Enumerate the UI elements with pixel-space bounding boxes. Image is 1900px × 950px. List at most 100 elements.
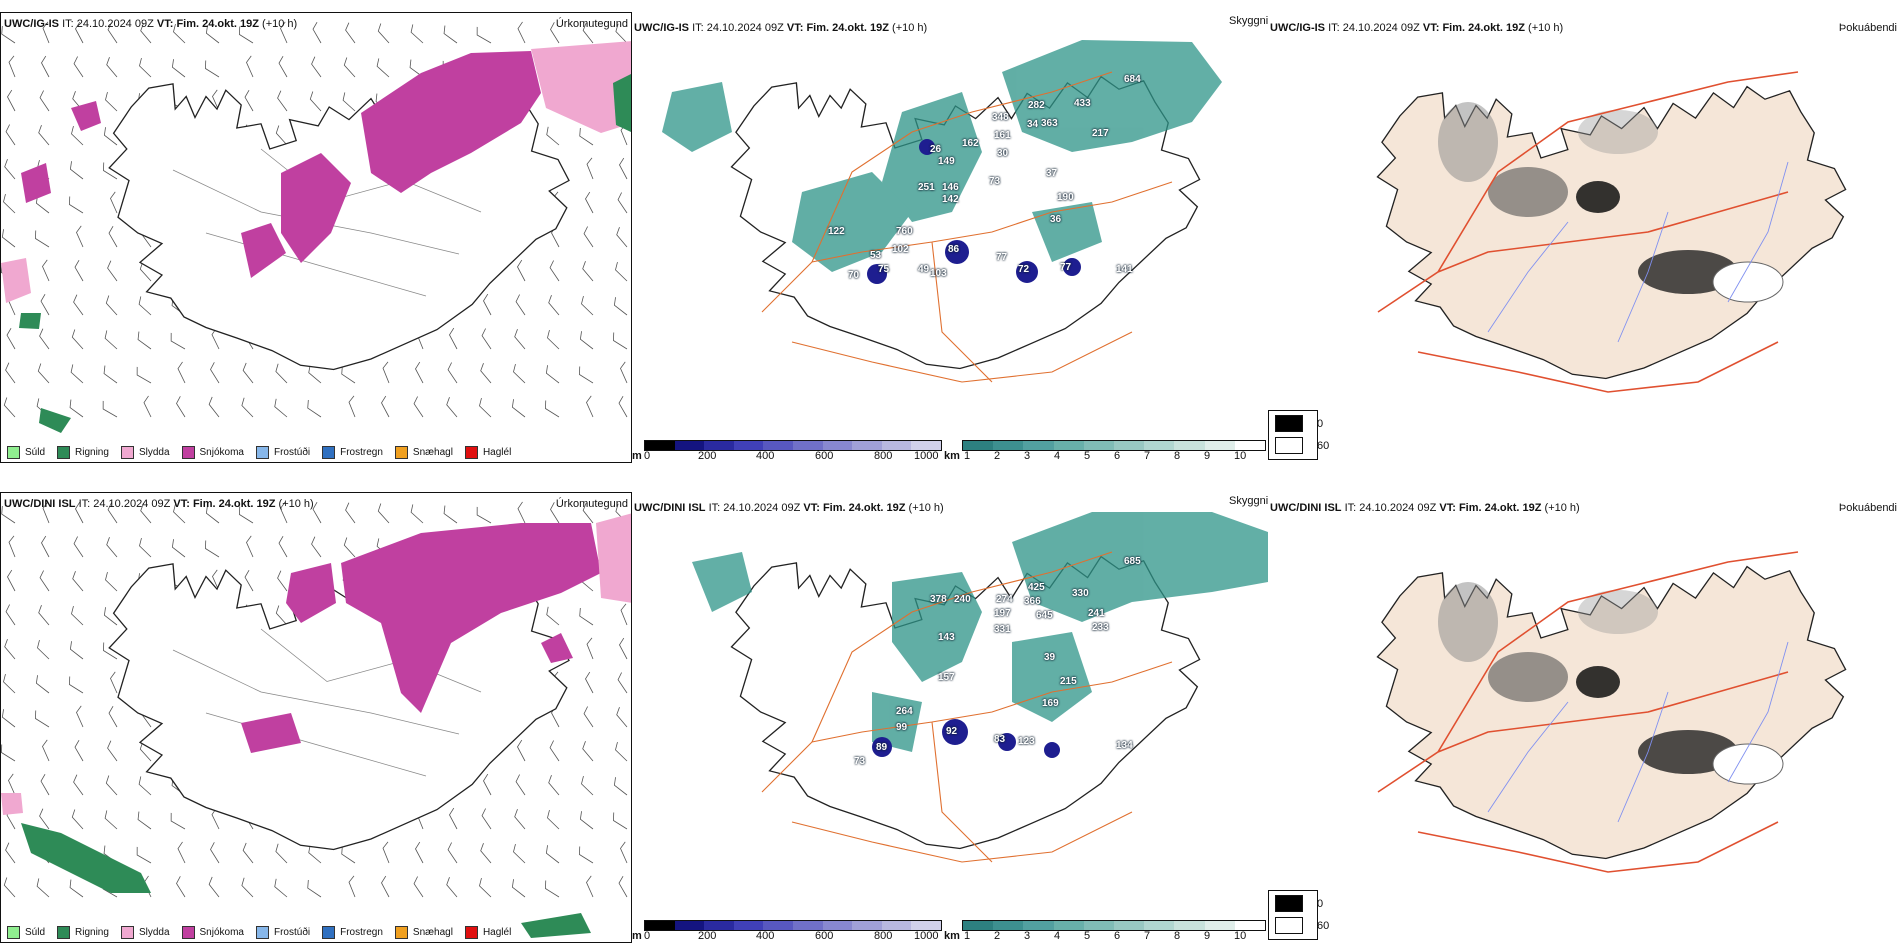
legend-item: Frostregn <box>322 446 383 459</box>
wind-barb <box>176 876 186 898</box>
wind-barb <box>69 196 84 214</box>
wind-barb <box>586 395 594 418</box>
wind-barb <box>579 846 594 864</box>
wind-barb <box>613 777 628 796</box>
legend-swatch <box>57 926 71 939</box>
wind-barb <box>75 21 84 44</box>
wind-barb <box>108 705 118 728</box>
wind-barb <box>277 570 288 592</box>
wind-barb <box>5 842 16 864</box>
colorbar-tick: 10 <box>1234 450 1247 462</box>
wind-barb <box>618 875 628 898</box>
wind-barb <box>308 364 322 384</box>
wind-barb <box>620 361 628 384</box>
wind-barb <box>143 395 152 418</box>
wind-barb <box>5 362 16 384</box>
map-label: 53 <box>870 250 882 261</box>
colorbar-tick: 0 <box>644 930 651 942</box>
visibility-colorbar: km 1 2 3 4 5 6 7 8 9 10 <box>944 440 1266 462</box>
low-visibility <box>692 512 1268 752</box>
wind-barb <box>275 125 288 146</box>
wind-barb <box>480 843 492 864</box>
wind-barb <box>481 328 492 350</box>
colorbar-tick: 4 <box>1054 930 1061 942</box>
wind-barb <box>171 539 186 558</box>
wind-barb <box>341 365 356 384</box>
wind-barb <box>581 295 594 316</box>
map-label: 366 <box>1024 596 1041 607</box>
wind-barb <box>212 89 220 112</box>
wind-barb <box>616 707 628 728</box>
colorbar-tick: 10 <box>1234 930 1247 942</box>
wind-barb <box>170 332 186 350</box>
wind-barb <box>275 843 288 864</box>
wind-barb <box>278 535 288 558</box>
map-label: 162 <box>962 138 979 149</box>
wind-barb <box>517 259 526 282</box>
map-label: 241 <box>1088 608 1105 619</box>
colorbar-tick: 5 <box>1084 450 1091 462</box>
wind-barb <box>274 878 288 898</box>
fog-panel-row1: UWC/IG-IS IT: 24.10.2024 09Z VT: Fim. 24… <box>1268 12 1900 463</box>
wind-barb <box>37 363 50 384</box>
legend-swatch <box>322 926 336 939</box>
map-label: 123 <box>1018 736 1035 747</box>
wind-barb <box>1 229 16 248</box>
colorbar-tick: 400 <box>756 450 775 462</box>
legend-item: Slydda <box>120 446 170 459</box>
wind-barb <box>376 58 390 78</box>
wind-barb <box>377 503 390 524</box>
panel-header: UWC/IG-IS IT: 24.10.2024 09Z VT: Fim. 24… <box>4 18 298 30</box>
wind-barb <box>446 397 458 418</box>
snow-areas <box>21 51 541 278</box>
wind-barb <box>8 55 16 78</box>
map-label: 161 <box>994 130 1011 141</box>
wind-barb <box>545 845 560 864</box>
legend-swatch <box>181 446 195 459</box>
wind-barb <box>341 845 356 864</box>
map-label: 251 <box>918 182 935 193</box>
panel-title: Skyggni <box>1229 495 1268 507</box>
map-label: 348 <box>992 112 1009 123</box>
wind-barb <box>102 400 118 418</box>
cloudbase-colorbar: m 0 200 400 600 800 1000 <box>632 440 942 462</box>
wind-barb <box>110 191 118 214</box>
map-label: 240 <box>954 594 971 605</box>
wind-barb <box>620 841 628 864</box>
cloudbase-colorbar: m 0 200 400 600 800 1000 <box>632 920 942 942</box>
colorbar-tick: 400 <box>756 930 775 942</box>
map-label: 73 <box>854 756 866 767</box>
wind-barb <box>481 808 492 830</box>
map-label: 37 <box>1046 168 1058 179</box>
wind-barb <box>619 157 628 180</box>
map-label: 73 <box>989 176 1001 187</box>
wind-barb <box>242 362 254 384</box>
legend-item: Snjókoma <box>181 926 244 939</box>
wind-barb <box>8 535 16 558</box>
wind-barb <box>105 571 118 592</box>
wind-barb <box>244 89 254 112</box>
wind-barb <box>139 57 152 78</box>
fog-rivers <box>1487 161 1789 343</box>
fog-rivers <box>1487 641 1789 823</box>
wind-barb <box>582 22 594 44</box>
legend-swatch <box>394 446 408 459</box>
wind-barb <box>410 504 424 524</box>
colorbar-unit: km <box>944 930 960 942</box>
legend-swatch <box>464 446 478 459</box>
wind-barb <box>71 605 84 626</box>
map-label: 264 <box>896 706 913 717</box>
wind-barb <box>39 808 50 830</box>
wind-barb <box>307 399 322 418</box>
wind-barb <box>37 639 50 660</box>
wind-barb <box>280 21 288 44</box>
wind-barb <box>586 637 594 660</box>
wind-barb <box>170 812 186 830</box>
wind-barb <box>312 501 322 524</box>
wind-barb <box>42 501 50 524</box>
wind-barb <box>208 876 220 898</box>
legend-item: 0 <box>1275 895 1323 912</box>
wind-barb <box>517 21 526 44</box>
wind-barb <box>585 671 594 694</box>
wind-barb <box>205 505 220 524</box>
